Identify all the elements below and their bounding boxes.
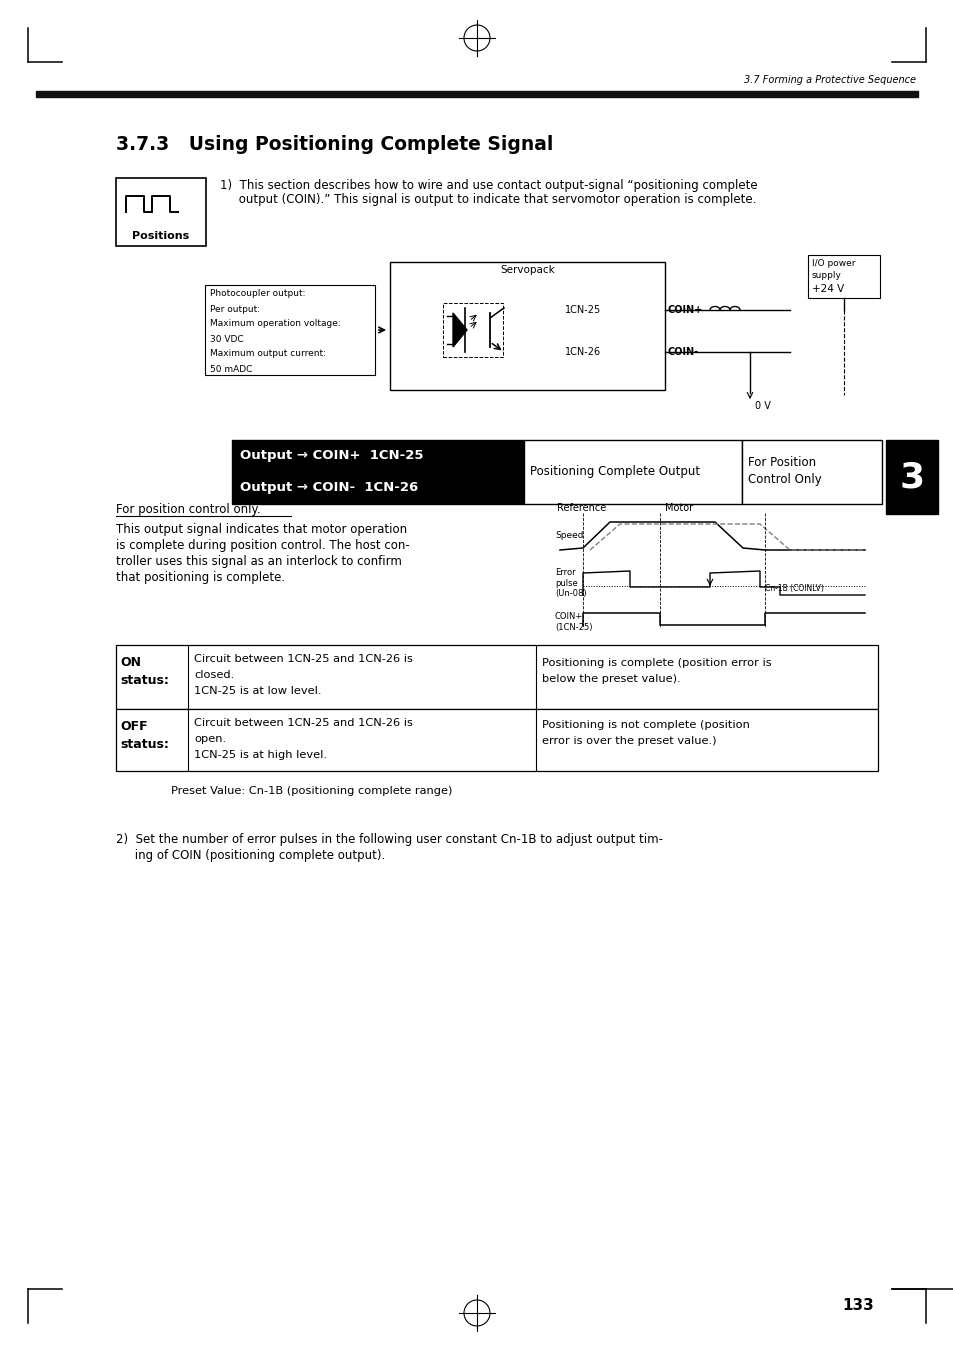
Bar — [116, 709, 877, 771]
Bar — [205, 285, 375, 376]
Bar — [116, 178, 206, 246]
Bar — [807, 255, 879, 299]
Text: Maximum operation voltage:: Maximum operation voltage: — [210, 319, 340, 328]
Text: 3: 3 — [899, 459, 923, 494]
Text: 50 mADC: 50 mADC — [210, 365, 253, 373]
Text: +24 V: +24 V — [811, 284, 843, 295]
Text: Circuit between 1CN-25 and 1CN-26 is: Circuit between 1CN-25 and 1CN-26 is — [193, 717, 413, 728]
Text: COIN-: COIN- — [667, 347, 699, 357]
Text: 1)  This section describes how to wire and use contact output-signal “positionin: 1) This section describes how to wire an… — [220, 178, 757, 192]
Text: 30 VDC: 30 VDC — [210, 335, 243, 343]
Bar — [116, 644, 877, 709]
Text: I/O power: I/O power — [811, 258, 855, 267]
Text: 0 V: 0 V — [754, 401, 770, 411]
Text: Positioning is complete (position error is: Positioning is complete (position error … — [541, 658, 771, 667]
Text: Output → COIN-  1CN-26: Output → COIN- 1CN-26 — [240, 481, 417, 494]
Text: status:: status: — [120, 738, 169, 751]
Text: Positioning is not complete (position: Positioning is not complete (position — [541, 720, 749, 730]
Text: ON: ON — [120, 657, 141, 670]
Text: closed.: closed. — [193, 670, 234, 680]
Text: Servopack: Servopack — [499, 265, 555, 276]
Text: 3.7.3   Using Positioning Complete Signal: 3.7.3 Using Positioning Complete Signal — [116, 135, 553, 154]
Text: OFF: OFF — [120, 720, 148, 734]
Text: Error
pulse
(Un-08): Error pulse (Un-08) — [555, 569, 586, 598]
Text: error is over the preset value.): error is over the preset value.) — [541, 736, 716, 746]
Text: Per output:: Per output: — [210, 304, 260, 313]
Text: For position control only.: For position control only. — [116, 504, 260, 516]
Text: output (COIN).” This signal is output to indicate that servomotor operation is c: output (COIN).” This signal is output to… — [220, 193, 756, 207]
Text: Cn-1B (COINLV): Cn-1B (COINLV) — [764, 584, 823, 593]
Text: that positioning is complete.: that positioning is complete. — [116, 571, 285, 585]
Bar — [523, 440, 741, 504]
Bar — [232, 440, 523, 471]
Text: 133: 133 — [841, 1297, 873, 1313]
Text: Motor: Motor — [664, 503, 693, 513]
Text: Control Only: Control Only — [747, 473, 821, 486]
Text: This output signal indicates that motor operation: This output signal indicates that motor … — [116, 523, 407, 536]
Text: Maximum output current:: Maximum output current: — [210, 350, 326, 358]
Text: Reference: Reference — [557, 503, 605, 513]
Text: Speed: Speed — [555, 531, 583, 540]
Text: Photocoupler output:: Photocoupler output: — [210, 289, 305, 299]
Text: below the preset value).: below the preset value). — [541, 674, 679, 684]
Text: 1CN-25 is at high level.: 1CN-25 is at high level. — [193, 750, 327, 761]
Text: 1CN-26: 1CN-26 — [564, 347, 600, 357]
Text: troller uses this signal as an interlock to confirm: troller uses this signal as an interlock… — [116, 555, 401, 569]
Text: ing of COIN (positioning complete output).: ing of COIN (positioning complete output… — [116, 850, 385, 862]
Bar — [885, 440, 937, 513]
Text: 1CN-25 is at low level.: 1CN-25 is at low level. — [193, 686, 321, 696]
Text: Preset Value: Cn-1B (positioning complete range): Preset Value: Cn-1B (positioning complet… — [171, 786, 452, 796]
Polygon shape — [453, 313, 467, 347]
Bar — [741, 440, 882, 504]
Text: 2)  Set the number of error pulses in the following user constant Cn-1B to adjus: 2) Set the number of error pulses in the… — [116, 834, 662, 847]
Bar — [232, 471, 523, 504]
Text: 3.7 Forming a Protective Sequence: 3.7 Forming a Protective Sequence — [743, 76, 915, 85]
Text: is complete during position control. The host con-: is complete during position control. The… — [116, 539, 410, 553]
Bar — [36, 91, 917, 97]
Text: COIN+
(1CN-25): COIN+ (1CN-25) — [555, 612, 592, 632]
Text: open.: open. — [193, 734, 226, 744]
Text: Positioning Complete Output: Positioning Complete Output — [530, 466, 700, 478]
Text: Output → COIN+  1CN-25: Output → COIN+ 1CN-25 — [240, 450, 423, 462]
Text: status:: status: — [120, 674, 169, 686]
Bar — [442, 303, 502, 357]
Text: COIN+: COIN+ — [667, 305, 702, 315]
Text: Circuit between 1CN-25 and 1CN-26 is: Circuit between 1CN-25 and 1CN-26 is — [193, 654, 413, 663]
Text: For Position: For Position — [747, 455, 815, 469]
Text: 1CN-25: 1CN-25 — [564, 305, 600, 315]
Text: Positions: Positions — [132, 231, 190, 240]
Text: supply: supply — [811, 272, 841, 281]
Bar — [390, 262, 664, 390]
